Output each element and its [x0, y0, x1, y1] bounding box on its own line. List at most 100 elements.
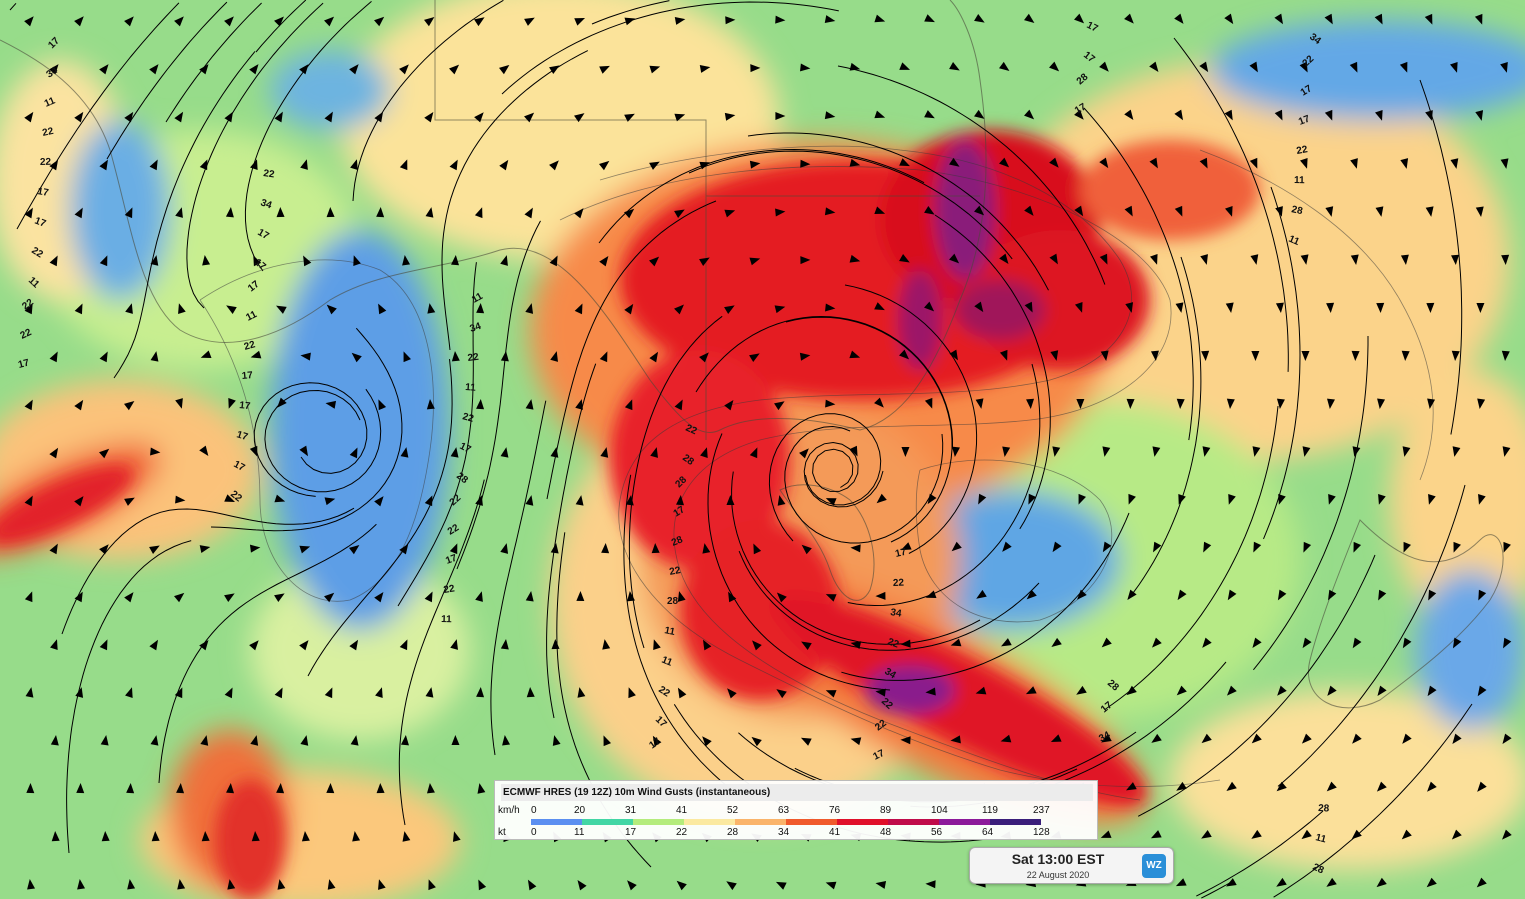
wind-arrow [1253, 541, 1262, 553]
streamline [837, 65, 1106, 285]
wind-arrow [403, 351, 411, 363]
wind-arrow [124, 207, 133, 219]
wind-arrow [1328, 589, 1337, 601]
wind-arrow [1150, 830, 1162, 839]
streamline [731, 471, 981, 645]
wind-arrow [249, 640, 259, 651]
wind-arrow [1327, 685, 1337, 696]
wind-arrow [1226, 685, 1237, 696]
wind-arrow [1402, 637, 1412, 649]
wind-arrow [374, 111, 384, 123]
wind-arrow [1326, 877, 1337, 887]
streamline [628, 315, 723, 649]
wind-arrow [199, 64, 209, 75]
wind-arrow [51, 831, 60, 842]
wind-arrow [400, 735, 409, 746]
wind-arrow [727, 688, 737, 699]
wind-arrow [274, 494, 286, 503]
legend-color-segment [888, 819, 939, 825]
wind-arrow [1225, 205, 1233, 217]
wind-arrow [1476, 302, 1485, 313]
contour-label: 17 [256, 227, 272, 242]
wind-arrow [50, 735, 59, 746]
streamline [738, 550, 1040, 651]
streamline [66, 540, 192, 854]
wind-arrow [1402, 446, 1411, 457]
wind-arrow [849, 62, 861, 71]
legend-color-segment [939, 819, 990, 825]
legend-tick-kmh: 0 [531, 805, 537, 816]
wind-arrow [549, 160, 559, 171]
wind-arrow [825, 303, 836, 312]
legend-color-segment [990, 819, 1041, 825]
wind-arrow [1025, 686, 1037, 695]
wind-arrow [676, 880, 687, 891]
wind-arrow [1451, 254, 1460, 265]
wind-arrow [24, 399, 33, 411]
contour-label: 11 [43, 95, 57, 109]
wind-arrow [1450, 158, 1459, 169]
valid-time: Sat 13:00 EST [1011, 851, 1105, 867]
wind-arrow [326, 207, 335, 218]
wind-arrow [376, 207, 385, 218]
wind-arrow [24, 591, 33, 603]
wind-arrow [1274, 109, 1283, 121]
wind-arrow [324, 16, 335, 27]
wind-arrow [525, 399, 534, 410]
wind-arrow [1050, 350, 1059, 361]
wind-arrow [199, 445, 209, 457]
wind-arrow [350, 735, 359, 746]
wind-arrow [101, 831, 110, 842]
wind-arrow [74, 16, 84, 27]
contour-label: 28 [1318, 803, 1330, 815]
wind-arrow [474, 112, 484, 123]
wind-arrow [1153, 541, 1162, 553]
wind-arrow [1151, 733, 1162, 743]
wind-arrow [550, 543, 559, 554]
wind-arrow [724, 305, 735, 315]
contour-label: 11 [1294, 175, 1305, 186]
wind-arrow [699, 352, 709, 363]
wind-arrow [599, 160, 610, 171]
streamline [1137, 554, 1376, 817]
wind-arrow [125, 303, 133, 314]
wind-arrow [1177, 589, 1187, 601]
wind-arrow [774, 401, 785, 411]
legend-tick-kt: 64 [982, 827, 994, 838]
wind-arrow [1077, 589, 1087, 600]
wind-arrow [949, 253, 960, 264]
wind-arrow [274, 593, 285, 603]
wind-arrow [1278, 494, 1286, 505]
contour-label: 28 [1290, 204, 1304, 217]
wind-arrow [927, 493, 937, 505]
streamline [934, 214, 1051, 530]
contour-label: 17 [17, 357, 31, 370]
wind-arrow [1452, 733, 1462, 744]
landmass-outlines [0, 0, 1504, 709]
weatherzone-logo: WZ [1142, 854, 1166, 878]
wind-arrow [1451, 829, 1462, 840]
wind-arrow [749, 353, 760, 363]
wind-arrow [1078, 493, 1086, 505]
wind-arrow [402, 255, 411, 266]
wind-arrow [24, 16, 34, 27]
wind-arrow [1378, 494, 1386, 505]
streamline [1105, 405, 1279, 710]
contour-label: 17 [239, 400, 252, 412]
wind-arrow [1425, 110, 1433, 121]
wind-arrow [874, 110, 886, 119]
wind-arrow [1452, 446, 1461, 457]
wind-arrow [924, 14, 935, 23]
wind-arrow [199, 545, 211, 553]
legend-tick-kt: 34 [778, 827, 790, 838]
wind-arrow [1151, 637, 1162, 648]
wind-arrow [176, 783, 185, 794]
wind-arrow [74, 496, 84, 507]
wind-arrow [925, 590, 937, 599]
wind-arrow [1225, 302, 1234, 313]
wind-arrow [603, 735, 612, 747]
wind-arrow [500, 639, 509, 650]
wind-arrow [100, 735, 109, 746]
wind-arrow [1478, 494, 1486, 505]
